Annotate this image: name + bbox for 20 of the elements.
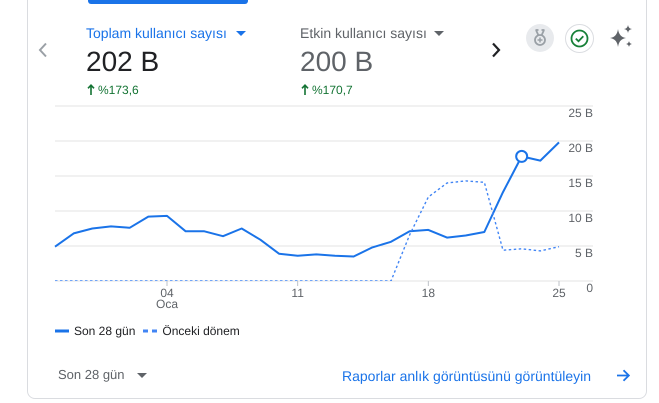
legend-label: Önceki dönem: [162, 324, 240, 338]
y-tick-label: 10 B: [568, 211, 593, 226]
text: %173,6: [98, 82, 139, 98]
x-tick-label: 04 Oca: [156, 286, 178, 312]
text: Son 28 gün: [58, 367, 125, 383]
y-tick-label: 0: [586, 281, 594, 296]
y-tick-label: 25 B: [568, 106, 593, 120]
y-tick-label: 5 B: [574, 246, 593, 260]
y-tick-label: 20 B: [568, 141, 593, 156]
y-tick-label: 15 B: [568, 176, 593, 190]
chart-title: Toplam kullanıcı sayısı: [86, 24, 227, 42]
text: Etkin kullanıcı sayısı: [300, 24, 427, 42]
x-tick-label: 18: [422, 286, 436, 300]
text: 202 B: [86, 45, 160, 79]
text: Raporlar anlık görüntüsünü görüntüleyin: [342, 368, 592, 384]
text: 200 B: [300, 45, 374, 79]
legend-label: Son 28 gün: [74, 324, 136, 338]
x-tick-label: 25: [552, 286, 566, 300]
x-tick-label: 11: [291, 286, 304, 300]
text: %170,7: [312, 82, 353, 98]
